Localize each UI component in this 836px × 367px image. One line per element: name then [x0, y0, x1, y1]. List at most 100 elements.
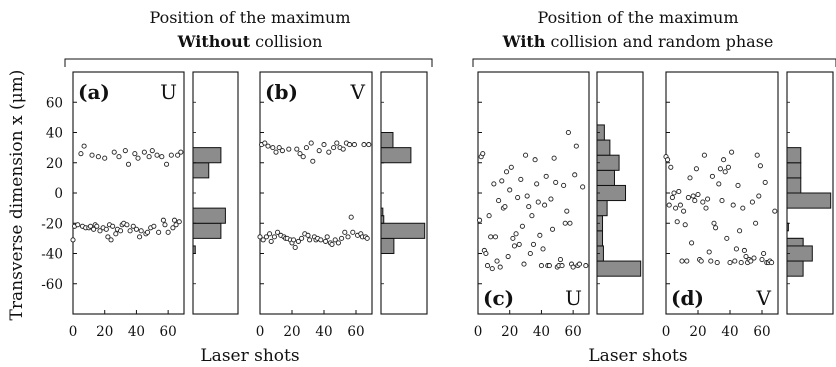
- data-point: [561, 182, 567, 188]
- data-point: [483, 250, 489, 257]
- data-point: [564, 208, 570, 214]
- data-point: [730, 202, 736, 208]
- histogram-bar: [380, 147, 412, 164]
- histogram-bar: [786, 177, 802, 194]
- data-point: [316, 148, 322, 154]
- y-tick-label: 20: [46, 156, 63, 172]
- x-tick-label: 20: [96, 324, 113, 340]
- data-point: [484, 263, 491, 269]
- data-point: [722, 169, 728, 175]
- histogram-bar: [380, 207, 384, 217]
- data-point: [75, 222, 81, 228]
- data-point: [671, 190, 677, 196]
- group-title-bold: With: [502, 32, 546, 51]
- y-tick-label: -40: [41, 247, 63, 263]
- data-point: [160, 217, 166, 223]
- data-point: [716, 181, 722, 187]
- data-point: [257, 234, 263, 240]
- data-point: [361, 142, 367, 148]
- panel-label: (a): [78, 80, 110, 104]
- data-point: [542, 202, 548, 208]
- data-point: [95, 154, 101, 160]
- data-point: [116, 154, 122, 160]
- data-point: [118, 228, 124, 234]
- data-point: [572, 172, 578, 178]
- data-point: [492, 234, 498, 240]
- x-axis-label: Laser shots: [588, 346, 687, 366]
- data-point: [732, 258, 738, 264]
- data-point: [345, 234, 351, 240]
- data-point: [534, 181, 540, 187]
- data-point: [279, 148, 285, 154]
- panel-label: (b): [265, 80, 298, 104]
- data-point: [733, 246, 739, 252]
- data-point: [339, 235, 345, 241]
- data-point: [515, 194, 521, 201]
- data-point: [524, 193, 530, 199]
- data-point: [754, 152, 760, 158]
- data-point: [273, 149, 279, 155]
- data-point: [267, 231, 273, 237]
- histogram-bar: [786, 245, 813, 262]
- data-point: [540, 246, 546, 252]
- data-point: [260, 237, 266, 243]
- data-point: [673, 205, 679, 211]
- data-point: [364, 235, 370, 241]
- data-point: [762, 179, 768, 185]
- y-axis-label: Transverse dimension x (μm): [7, 70, 27, 321]
- x-axis-label: Laser shots: [200, 346, 299, 366]
- data-point: [342, 229, 348, 235]
- data-point: [103, 226, 109, 232]
- data-point: [138, 228, 144, 234]
- group-title-line1: Position of the maximum: [149, 8, 350, 27]
- data-point: [164, 161, 170, 167]
- data-point: [511, 243, 518, 249]
- x-tick-label: 60: [160, 324, 177, 340]
- data-point: [583, 263, 589, 269]
- data-point: [178, 149, 184, 155]
- histogram-frame: [380, 71, 428, 315]
- data-point: [685, 194, 691, 201]
- data-point: [519, 223, 525, 229]
- data-point: [684, 258, 690, 264]
- data-point: [332, 237, 338, 243]
- histogram-bar: [596, 169, 615, 186]
- data-point: [529, 213, 535, 219]
- data-point: [156, 229, 162, 235]
- data-point: [526, 204, 532, 210]
- data-point: [146, 154, 152, 160]
- data-point: [168, 152, 174, 158]
- data-point: [70, 237, 76, 243]
- x-tick-label: 60: [565, 324, 582, 340]
- data-point: [171, 217, 178, 223]
- data-point: [729, 149, 735, 155]
- data-point: [705, 196, 711, 202]
- group-title-line1: Position of the maximum: [537, 8, 738, 27]
- x-tick-label: 0: [69, 324, 78, 340]
- histogram-bar: [380, 132, 394, 149]
- data-point: [276, 145, 282, 151]
- x-tick-label: 40: [315, 324, 332, 340]
- data-point: [334, 140, 340, 146]
- data-point: [351, 142, 357, 148]
- data-point: [326, 149, 332, 155]
- data-point: [727, 260, 733, 266]
- histogram-bar: [786, 162, 802, 179]
- histogram-bar: [192, 147, 222, 164]
- data-point: [265, 143, 271, 149]
- data-point: [321, 142, 327, 148]
- data-point: [548, 196, 554, 202]
- data-point: [510, 235, 516, 241]
- data-point: [488, 234, 494, 240]
- data-point: [125, 161, 132, 167]
- data-point: [132, 151, 138, 157]
- data-point: [335, 240, 341, 246]
- data-point: [532, 157, 538, 163]
- data-point: [275, 229, 281, 235]
- data-point: [735, 182, 741, 188]
- data-point: [549, 226, 556, 232]
- y-tick-label: 60: [46, 95, 63, 111]
- data-point: [687, 175, 693, 181]
- data-point: [91, 226, 97, 232]
- data-point: [108, 237, 114, 243]
